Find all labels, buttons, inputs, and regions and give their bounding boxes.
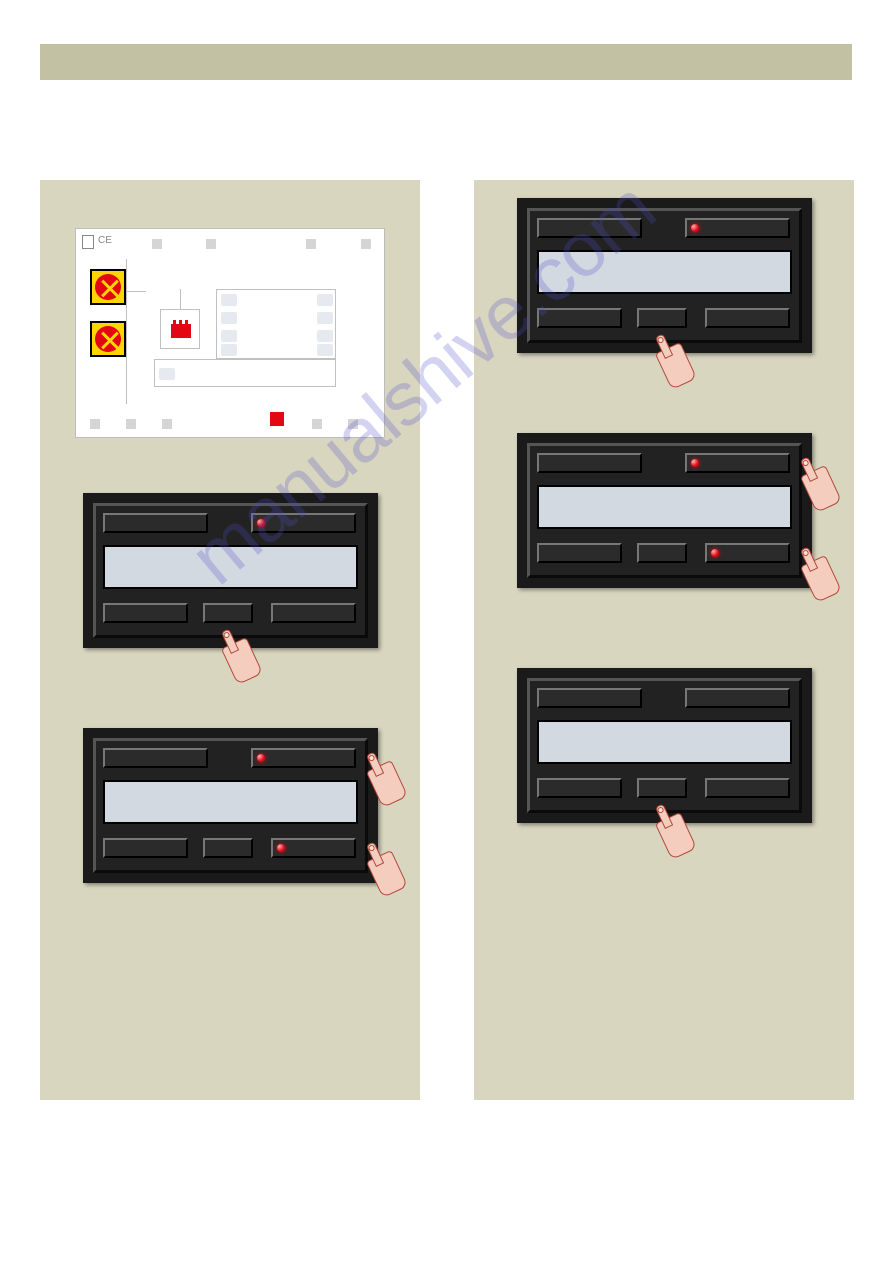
- board-pad: [126, 419, 136, 429]
- board-pad: [206, 239, 216, 249]
- relay-component: [160, 309, 200, 349]
- display-panel: [517, 198, 812, 353]
- button-top-right[interactable]: [251, 513, 356, 533]
- button-bottom-left[interactable]: [103, 603, 188, 623]
- spacer: [492, 628, 836, 668]
- button-top-left[interactable]: [103, 748, 208, 768]
- button-bottom-left[interactable]: [537, 308, 622, 328]
- header-bar: [40, 44, 852, 80]
- board-trace: [180, 289, 181, 309]
- spacer: [492, 393, 836, 433]
- board-trace: [126, 291, 146, 292]
- status-led-icon: [691, 224, 699, 232]
- error-x-badge: [90, 321, 126, 357]
- chip-icon: [171, 324, 191, 338]
- error-x-badge: [90, 269, 126, 305]
- left-column: CE: [40, 180, 420, 1100]
- status-led-icon: [257, 519, 265, 527]
- connector-block: [154, 359, 336, 387]
- status-led-icon: [277, 844, 285, 852]
- display-panel: [517, 433, 812, 588]
- button-top-right[interactable]: [685, 453, 790, 473]
- pointing-hand-icon: [363, 854, 403, 904]
- button-bottom-middle[interactable]: [637, 778, 687, 798]
- button-top-left[interactable]: [103, 513, 208, 533]
- pointing-hand-icon: [797, 559, 837, 609]
- board-pad: [162, 419, 172, 429]
- pointing-hand-icon: [797, 469, 837, 519]
- weee-icon: [82, 235, 94, 249]
- button-top-left[interactable]: [537, 688, 642, 708]
- ce-marking-icon: CE: [98, 235, 112, 246]
- status-led-icon: [711, 549, 719, 557]
- board-pad: [90, 419, 100, 429]
- lcd-screen: [537, 250, 792, 294]
- circuit-board-diagram: CE: [75, 228, 385, 438]
- button-top-left[interactable]: [537, 453, 642, 473]
- connector-block: [216, 289, 336, 359]
- lcd-screen: [537, 485, 792, 529]
- lcd-screen: [103, 545, 358, 589]
- pointing-hand-icon: [218, 641, 258, 691]
- button-top-right[interactable]: [251, 748, 356, 768]
- button-top-left[interactable]: [537, 218, 642, 238]
- display-panel: [83, 493, 378, 648]
- button-top-right[interactable]: [685, 218, 790, 238]
- display-panel: [517, 668, 812, 823]
- button-bottom-left[interactable]: [103, 838, 188, 858]
- display-panel: [83, 728, 378, 883]
- spacer: [58, 688, 402, 728]
- button-bottom-right[interactable]: [705, 308, 790, 328]
- spacer: [58, 468, 402, 493]
- pointing-hand-icon: [363, 764, 403, 814]
- button-bottom-middle[interactable]: [637, 308, 687, 328]
- board-pad: [361, 239, 371, 249]
- status-led-icon: [257, 754, 265, 762]
- status-led-icon: [691, 459, 699, 467]
- pointing-hand-icon: [652, 346, 692, 396]
- board-pad: [312, 419, 322, 429]
- button-bottom-middle[interactable]: [203, 603, 253, 623]
- button-bottom-right[interactable]: [705, 778, 790, 798]
- right-column: [474, 180, 854, 1100]
- button-bottom-right[interactable]: [271, 603, 356, 623]
- button-top-right[interactable]: [685, 688, 790, 708]
- lcd-screen: [103, 780, 358, 824]
- board-pad: [348, 419, 358, 429]
- button-bottom-middle[interactable]: [637, 543, 687, 563]
- spacer: [58, 198, 402, 228]
- pointing-hand-icon: [652, 816, 692, 866]
- dip-switch: [270, 412, 284, 426]
- button-bottom-left[interactable]: [537, 778, 622, 798]
- button-bottom-middle[interactable]: [203, 838, 253, 858]
- board-pad: [152, 239, 162, 249]
- button-bottom-left[interactable]: [537, 543, 622, 563]
- board-trace: [126, 259, 127, 404]
- board-pad: [306, 239, 316, 249]
- lcd-screen: [537, 720, 792, 764]
